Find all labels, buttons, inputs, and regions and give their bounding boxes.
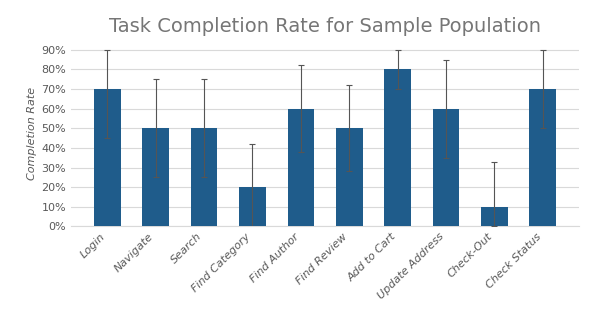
Bar [288,109,314,226]
Bar [142,128,169,226]
Bar [239,187,266,226]
Bar [530,89,556,226]
Bar [191,128,217,226]
Bar [481,207,508,226]
Title: Task Completion Rate for Sample Population: Task Completion Rate for Sample Populati… [109,17,541,36]
Y-axis label: Completion Rate: Completion Rate [27,87,37,180]
Bar [94,89,121,226]
Bar [384,69,411,226]
Bar [433,109,459,226]
Bar [336,128,362,226]
